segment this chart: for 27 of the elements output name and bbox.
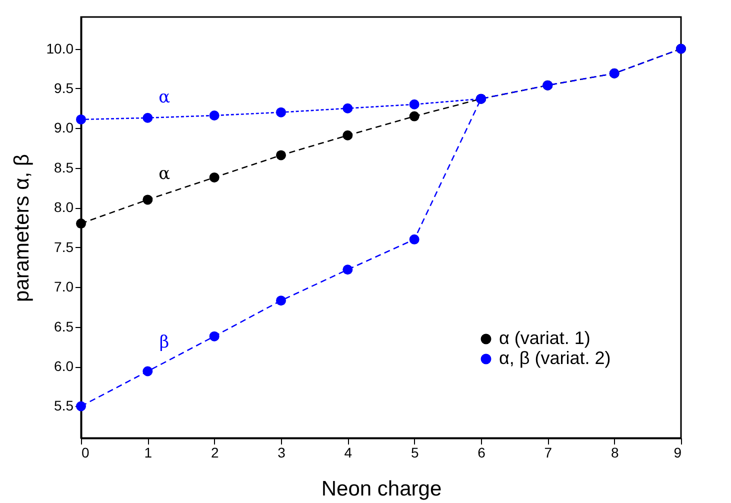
annotation: α [158,87,171,108]
y-axis-title: parameters α, β [10,154,34,302]
y-tick-label: 10.0 [46,40,74,56]
y-tick-label: 9.0 [54,120,74,136]
x-tick-label: 9 [674,444,682,460]
x-tick-label: 1 [144,444,152,460]
annotation: β [159,332,170,353]
legend-label: α, β (variat. 2) [499,348,611,368]
y-tick-label: 6.0 [54,358,74,374]
x-tick-label: 0 [82,444,90,460]
y-tick-label: 5.5 [54,398,74,414]
y-tick-label: 8.0 [54,199,74,216]
x-tick-label: 7 [544,444,552,460]
x-tick-label: 4 [344,444,352,460]
x-axis-title: Neon charge [321,478,442,500]
y-tick-label: 7.0 [54,278,74,295]
legend-label: α (variat. 1) [499,328,590,348]
x-tick-label: 8 [610,444,619,460]
x-tick-label: 5 [410,444,419,460]
x-tick-label: 6 [478,444,486,460]
y-tick-label: 8.5 [54,159,74,176]
x-tick-label: 3 [278,444,286,460]
y-tick-label: 7.5 [54,238,74,255]
y-tick-label: 9.5 [54,80,74,96]
y-tick-label: 6.5 [54,318,74,334]
annotation: α [158,164,171,184]
x-tick-label: 2 [210,444,219,460]
